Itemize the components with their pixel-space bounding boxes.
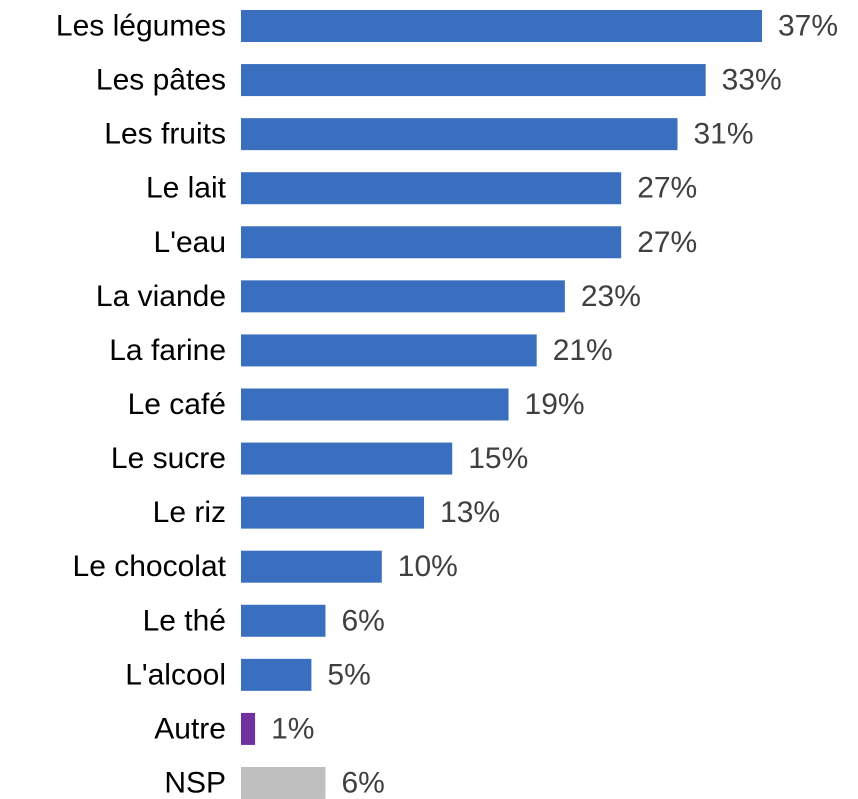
category-label: Le chocolat [73, 550, 227, 583]
bar [241, 64, 706, 97]
bar [241, 766, 326, 799]
bar [241, 712, 256, 745]
category-label: Autre [154, 712, 226, 745]
category-label: La viande [96, 280, 226, 313]
bar [241, 10, 762, 42]
bar [241, 658, 312, 691]
value-label: 23% [581, 280, 641, 313]
value-label: 1% [271, 712, 314, 745]
value-label: 15% [468, 442, 528, 475]
value-label: 6% [341, 766, 384, 799]
bar [241, 226, 622, 259]
category-label: Les fruits [104, 118, 226, 151]
value-label: 37% [778, 10, 838, 43]
value-label: 19% [525, 388, 585, 421]
bar [241, 172, 622, 205]
value-label: 13% [440, 496, 500, 529]
bar [241, 280, 565, 313]
bar [241, 334, 537, 367]
category-label: Le café [128, 388, 226, 421]
category-label: NSP [164, 766, 226, 799]
value-label: 6% [341, 604, 384, 637]
value-label: 21% [553, 334, 613, 367]
category-label: Les légumes [56, 10, 226, 43]
bar [241, 118, 678, 151]
category-label: Le sucre [111, 442, 226, 475]
value-label: 27% [637, 226, 697, 259]
bar [241, 496, 425, 529]
bar [241, 388, 509, 421]
category-label: Le thé [143, 604, 226, 637]
value-label: 10% [398, 550, 458, 583]
category-label: Le lait [146, 172, 227, 205]
bar [241, 550, 382, 583]
category-label: L'alcool [125, 658, 226, 691]
category-label: Le riz [153, 496, 226, 529]
value-label: 31% [694, 118, 754, 151]
bar [241, 604, 326, 637]
category-label: Les pâtes [96, 64, 226, 97]
bar [241, 442, 453, 475]
value-label: 27% [637, 172, 697, 205]
category-label: L'eau [154, 226, 226, 259]
value-label: 5% [327, 658, 370, 691]
category-label: La farine [109, 334, 226, 367]
value-label: 33% [722, 64, 782, 97]
